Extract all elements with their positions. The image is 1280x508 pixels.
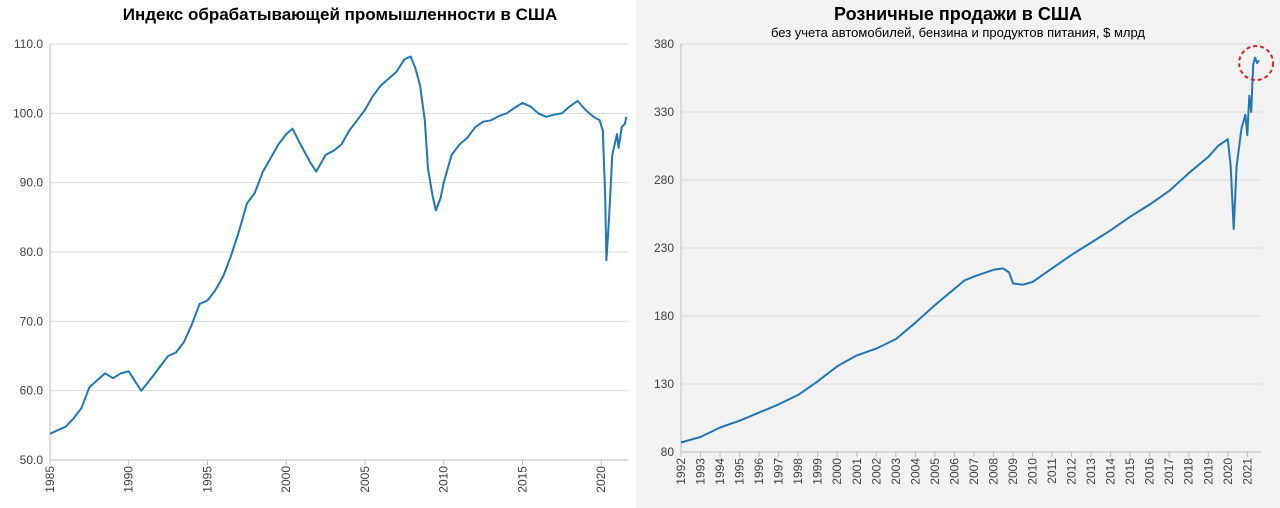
x-tick-label: 2004 xyxy=(908,458,922,485)
grid-lines xyxy=(50,43,628,392)
x-tick-label: 2008 xyxy=(986,458,1000,485)
x-tick-label: 2005 xyxy=(928,458,942,485)
x-tick-label: 1994 xyxy=(713,458,727,485)
x-tick-label: 2000 xyxy=(830,458,844,485)
y-tick-label: 80 xyxy=(661,445,675,459)
chart-title: Индекс обрабатывающей промышленности в С… xyxy=(123,5,557,24)
annotation-group xyxy=(1238,45,1275,82)
x-tick-label: 2013 xyxy=(1084,458,1098,485)
x-tick-label: 2020 xyxy=(594,466,608,493)
x-tick-label: 2016 xyxy=(1143,458,1157,485)
x-tick-label: 2009 xyxy=(1006,458,1020,485)
chart-subtitle: без учета автомобилей, бензина и продукт… xyxy=(771,25,1145,40)
x-tick-label: 1996 xyxy=(752,458,766,485)
axes xyxy=(680,44,1261,457)
x-tick-labels: 1992 1993 1994 1995 1996 1997 1998 1999 2000 2001… xyxy=(674,458,1254,485)
axes xyxy=(49,44,628,465)
x-tick-label: 2011 xyxy=(1045,458,1059,484)
x-tick-label: 2021 xyxy=(1240,458,1254,485)
manufacturing-index-chart: Индекс обрабатывающей промышленности в С… xyxy=(13,5,628,493)
y-tick-labels: 80 130 180 230 280 330 380 xyxy=(654,37,674,459)
x-tick-label: 2010 xyxy=(437,466,451,493)
y-tick-label: 280 xyxy=(654,173,674,187)
x-tick-label: 2015 xyxy=(515,466,529,493)
x-tick-label: 2020 xyxy=(1221,458,1235,485)
x-tick-label: 1998 xyxy=(791,458,805,485)
y-tick-label: 130 xyxy=(654,377,674,391)
x-tick-label: 2014 xyxy=(1104,458,1118,485)
series-group xyxy=(49,55,628,435)
x-tick-label: 2000 xyxy=(279,466,293,493)
x-tick-label: 2017 xyxy=(1162,458,1176,485)
x-tick-label: 2015 xyxy=(1123,458,1137,485)
x-tick-label: 2007 xyxy=(967,458,981,485)
x-tick-label: 2002 xyxy=(869,458,883,485)
x-tick-label: 2001 xyxy=(850,458,864,485)
y-tick-label: 60.0 xyxy=(20,384,44,398)
x-tick-label: 2018 xyxy=(1182,458,1196,485)
grid-lines xyxy=(681,43,1261,385)
x-tick-label: 2003 xyxy=(889,458,903,485)
y-tick-label: 90.0 xyxy=(20,176,44,190)
x-tick-labels: 1985 1990 1995 2000 2005 2010 2015 2020 xyxy=(43,466,608,493)
x-tick-label: 2006 xyxy=(947,458,961,485)
y-tick-label: 100.0 xyxy=(13,106,43,120)
series-group xyxy=(680,56,1260,444)
series-line xyxy=(49,55,628,435)
x-tick-label: 1990 xyxy=(122,466,136,493)
x-tick-label: 1997 xyxy=(772,458,786,485)
x-tick-label: 2010 xyxy=(1026,458,1040,485)
y-tick-label: 330 xyxy=(654,105,674,119)
y-tick-label: 80.0 xyxy=(20,245,44,259)
y-tick-label: 70.0 xyxy=(20,314,44,328)
x-tick-label: 1995 xyxy=(733,458,747,485)
y-tick-label: 230 xyxy=(654,241,674,255)
x-tick-label: 2012 xyxy=(1065,458,1079,485)
y-tick-labels: 50.0 60.0 70.0 80.0 90.0 100.0 110.0 xyxy=(13,37,43,467)
x-tick-label: 2019 xyxy=(1201,458,1215,485)
highlight-circle xyxy=(1238,45,1275,82)
x-tick-label: 1992 xyxy=(674,458,688,485)
manufacturing-index-panel: Индекс обрабатывающей промышленности в С… xyxy=(0,0,636,508)
x-tick-label: 1993 xyxy=(694,458,708,485)
x-tick-label: 2005 xyxy=(358,466,372,493)
chart-title: Розничные продажи в США xyxy=(834,4,1082,24)
y-tick-label: 380 xyxy=(654,37,674,51)
x-tick-label: 1999 xyxy=(811,458,825,485)
x-tick-label: 1995 xyxy=(200,466,214,493)
retail-sales-panel: Розничные продажи в США без учета автомо… xyxy=(636,0,1280,508)
series-line xyxy=(680,56,1260,444)
y-tick-label: 110.0 xyxy=(14,37,43,51)
y-tick-label: 180 xyxy=(654,309,674,323)
y-tick-label: 50.0 xyxy=(20,453,44,467)
x-tick-label: 1985 xyxy=(43,466,57,493)
retail-sales-chart: Розничные продажи в США без учета автомо… xyxy=(654,4,1275,485)
